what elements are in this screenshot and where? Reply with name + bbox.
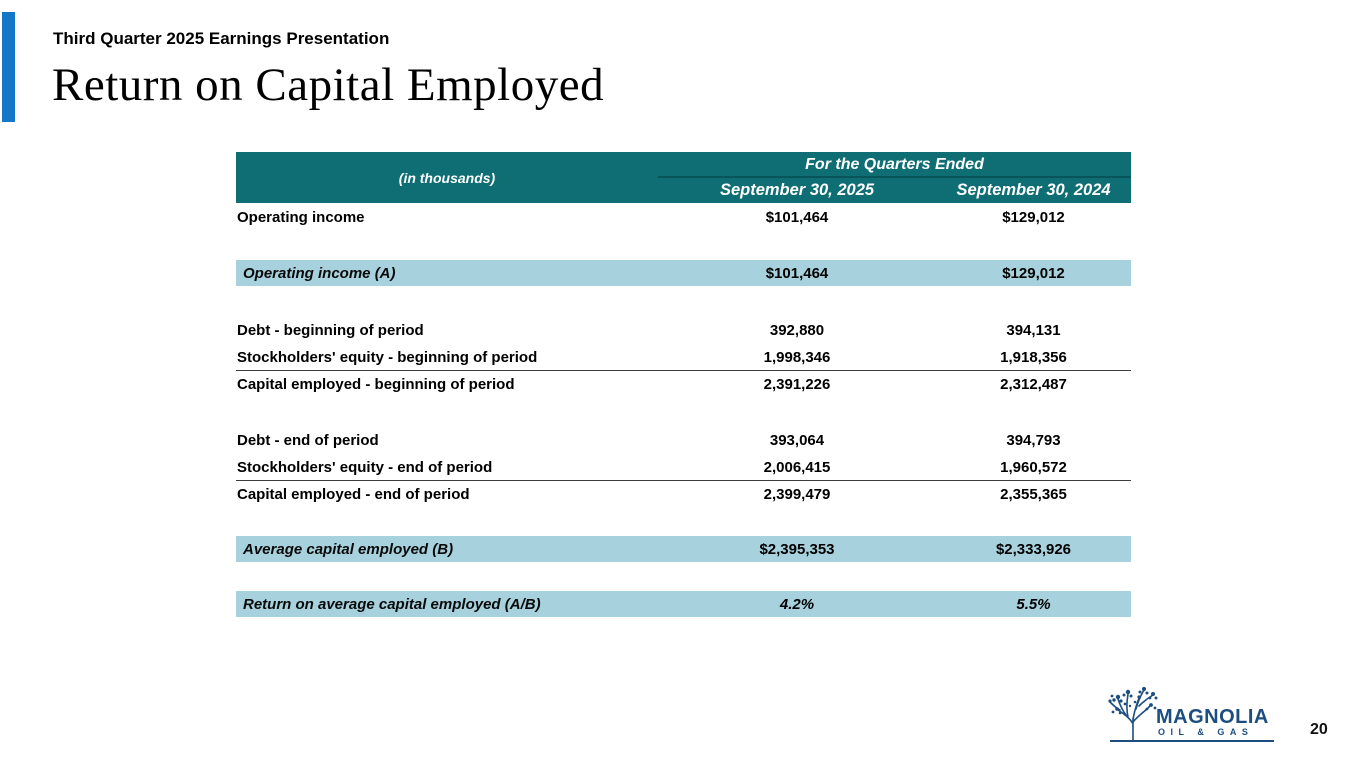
column-headers: September 30, 2025 September 30, 2024 [658,178,1131,203]
value-2025: $101,464 [765,264,829,282]
row-label: Debt - beginning of period [237,322,424,339]
spacer [236,286,1131,317]
table-row-operating-income: Operating income $101,464 $129,012 [236,204,1131,231]
row-label: Capital employed - end of period [237,486,470,503]
table-row-debt-end: Debt - end of period 393,064 394,793 [236,427,1131,454]
roce-table: (in thousands) For the Quarters Ended Se… [236,152,1131,617]
row-label: Operating income (A) [243,264,396,282]
column-group-header: For the Quarters Ended [658,152,1131,178]
value-2025: 1,998,346 [763,348,831,366]
value-2024: 5.5% [1016,595,1051,613]
table-row-capital-employed-end: Capital employed - end of period 2,399,4… [236,481,1131,508]
row-label: Capital employed - beginning of period [237,376,515,393]
value-2024: 1,918,356 [1000,348,1067,366]
table-header: (in thousands) For the Quarters Ended Se… [236,152,1131,203]
table-row-equity-beginning: Stockholders' equity - beginning of peri… [236,344,1131,371]
value-2024: $129,012 [1002,264,1065,282]
value-2024: $2,333,926 [995,540,1072,558]
table-row-return-on-capital: Return on average capital employed (A/B)… [236,591,1131,617]
value-2025: $2,395,353 [759,540,835,558]
column-header-2025: September 30, 2025 [719,181,875,199]
value-2024: $129,012 [1002,209,1065,226]
page-title: Return on Capital Employed [52,59,605,111]
page-number: 20 [1310,721,1328,738]
value-2025: 2,399,479 [763,486,831,503]
value-2024: 2,312,487 [1000,376,1067,393]
value-2025: 2,391,226 [763,376,831,393]
magnolia-tree-icon [1108,686,1158,741]
row-label: Stockholders' equity - end of period [237,458,493,476]
logo-text: MAGNOLIA OIL & GAS [1156,706,1274,737]
table-row-debt-beginning: Debt - beginning of period 392,880 394,1… [236,317,1131,344]
table-header-right: For the Quarters Ended September 30, 202… [658,152,1131,203]
value-2025: 392,880 [769,322,825,339]
value-2024: 394,131 [1006,322,1061,339]
table-row-equity-end: Stockholders' equity - end of period 2,0… [236,454,1131,481]
logo-underline [1110,740,1274,742]
value-2025: 4.2% [779,595,815,613]
value-2025: 2,006,415 [763,458,831,476]
logo-name: MAGNOLIA [1156,706,1269,728]
accent-bar [2,12,15,122]
value-2024: 394,793 [1006,432,1061,449]
value-2025: $101,464 [765,209,829,226]
table-row-average-capital-employed: Average capital employed (B) $2,395,353 … [236,536,1131,562]
value-2025: 393,064 [769,432,825,449]
row-label: Average capital employed (B) [243,540,454,558]
table-row-operating-income-a: Operating income (A) $101,464 $129,012 [236,260,1131,286]
spacer [236,231,1131,260]
row-label: Stockholders' equity - beginning of peri… [237,348,538,366]
column-header-2024: September 30, 2024 [956,181,1111,199]
presentation-subtitle: Third Quarter 2025 Earnings Presentation [53,29,390,48]
value-2024: 2,355,365 [1000,486,1067,503]
magnolia-logo: MAGNOLIA OIL & GAS [1106,684,1274,746]
value-2024: 1,960,572 [1000,458,1067,476]
table-header-left: (in thousands) [236,152,658,203]
row-label: Debt - end of period [237,432,379,449]
unit-note: (in thousands) [398,169,496,186]
spacer [236,398,1131,427]
row-label: Operating income [237,209,365,226]
table-row-capital-employed-beginning: Capital employed - beginning of period 2… [236,371,1131,398]
row-label: Return on average capital employed (A/B) [243,595,541,613]
logo-subtitle: OIL & GAS [1158,727,1254,737]
spacer [236,562,1131,591]
spacer [236,508,1131,536]
